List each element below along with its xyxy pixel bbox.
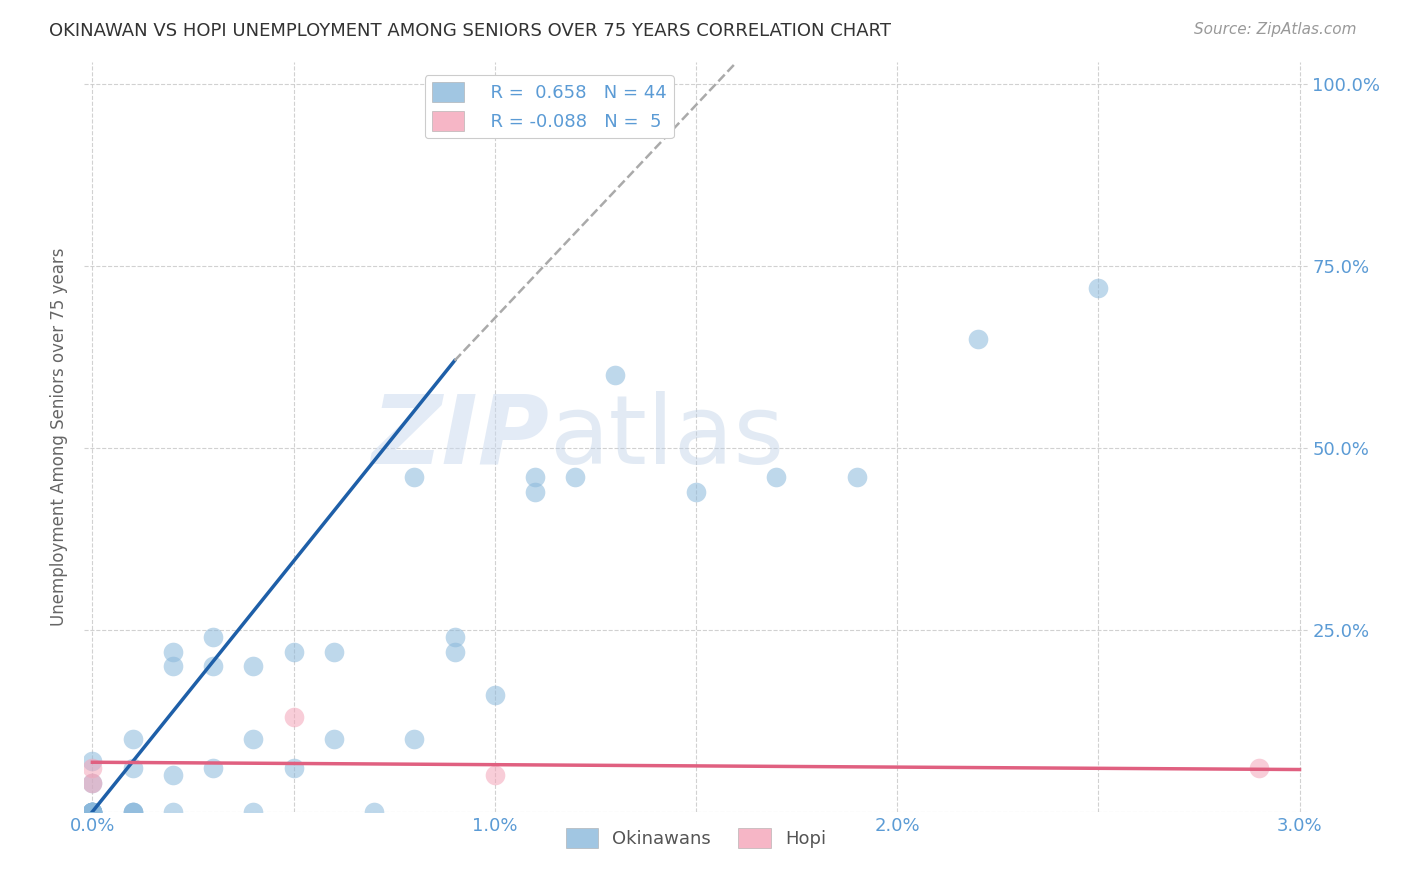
Point — [484, 689, 506, 703]
Point — [82, 805, 104, 819]
Point — [845, 470, 868, 484]
Point — [283, 645, 305, 659]
Point — [82, 805, 104, 819]
Point — [82, 805, 104, 819]
Point — [564, 470, 586, 484]
Text: ZIP: ZIP — [371, 391, 550, 483]
Text: OKINAWAN VS HOPI UNEMPLOYMENT AMONG SENIORS OVER 75 YEARS CORRELATION CHART: OKINAWAN VS HOPI UNEMPLOYMENT AMONG SENI… — [49, 22, 891, 40]
Point — [605, 368, 627, 383]
Point — [121, 805, 143, 819]
Point — [82, 805, 104, 819]
Point — [121, 805, 143, 819]
Point — [82, 775, 104, 789]
Text: atlas: atlas — [550, 391, 785, 483]
Point — [202, 630, 225, 644]
Point — [765, 470, 787, 484]
Point — [82, 754, 104, 768]
Point — [162, 768, 184, 782]
Point — [685, 484, 707, 499]
Point — [202, 659, 225, 673]
Point — [202, 761, 225, 775]
Point — [82, 805, 104, 819]
Point — [82, 805, 104, 819]
Legend: Okinawans, Hopi: Okinawans, Hopi — [558, 821, 834, 855]
Point — [966, 332, 988, 346]
Point — [242, 659, 264, 673]
Point — [283, 710, 305, 724]
Point — [242, 805, 264, 819]
Point — [162, 805, 184, 819]
Point — [1249, 761, 1271, 775]
Point — [162, 659, 184, 673]
Point — [443, 645, 465, 659]
Point — [404, 470, 426, 484]
Point — [484, 768, 506, 782]
Point — [363, 805, 385, 819]
Point — [1087, 281, 1109, 295]
Point — [322, 731, 344, 746]
Point — [121, 731, 143, 746]
Point — [524, 484, 547, 499]
Point — [283, 761, 305, 775]
Point — [242, 731, 264, 746]
Point — [82, 805, 104, 819]
Point — [121, 761, 143, 775]
Point — [443, 630, 465, 644]
Point — [82, 775, 104, 789]
Point — [82, 805, 104, 819]
Point — [322, 645, 344, 659]
Text: Source: ZipAtlas.com: Source: ZipAtlas.com — [1194, 22, 1357, 37]
Point — [121, 805, 143, 819]
Point — [524, 470, 547, 484]
Point — [162, 645, 184, 659]
Y-axis label: Unemployment Among Seniors over 75 years: Unemployment Among Seniors over 75 years — [51, 248, 69, 626]
Point — [82, 761, 104, 775]
Point — [404, 731, 426, 746]
